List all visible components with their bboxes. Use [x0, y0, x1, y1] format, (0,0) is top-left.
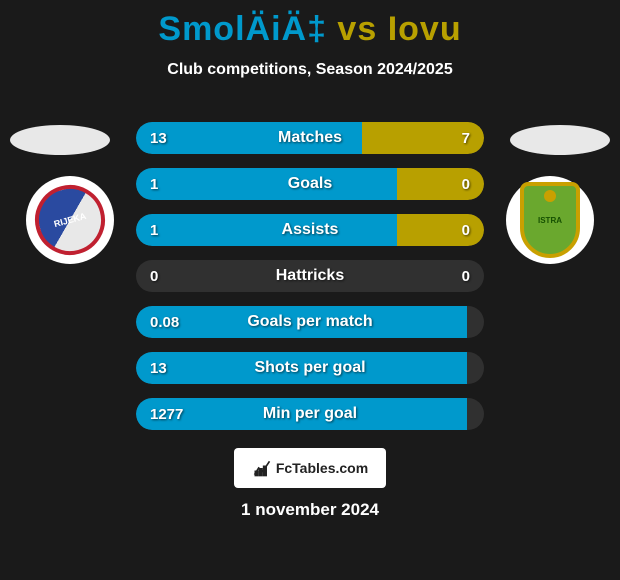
stat-row: 13Shots per goal	[136, 352, 484, 384]
ellipse-right	[510, 125, 610, 155]
stat-row: 10Goals	[136, 168, 484, 200]
stat-row: 10Assists	[136, 214, 484, 246]
crest-player1: RIJEKA	[26, 176, 114, 264]
stats-container: 137Matches 10Goals 10Assists 00Hattricks 0.0…	[136, 122, 484, 444]
stat-row: 0.08Goals per match	[136, 306, 484, 338]
stat-label: Min per goal	[136, 398, 484, 430]
page-title: SmolÄiÄ‡ vs Iovu	[0, 0, 620, 49]
stat-label: Assists	[136, 214, 484, 246]
footer-logo: FcTables.com	[234, 448, 386, 488]
stat-label: Matches	[136, 122, 484, 154]
stat-row: 00Hattricks	[136, 260, 484, 292]
stat-label: Goals	[136, 168, 484, 200]
footer-logo-text: FcTables.com	[276, 460, 368, 476]
stat-row: 1277Min per goal	[136, 398, 484, 430]
stat-label: Hattricks	[136, 260, 484, 292]
crest-player1-badge: RIJEKA	[27, 177, 113, 263]
stat-row: 137Matches	[136, 122, 484, 154]
title-vs: vs	[327, 10, 388, 48]
title-player2: Iovu	[388, 10, 462, 48]
stat-label: Goals per match	[136, 306, 484, 338]
stat-label: Shots per goal	[136, 352, 484, 384]
chart-icon	[252, 458, 272, 478]
crest-player2: ISTRA	[506, 176, 594, 264]
crest-player2-badge: ISTRA	[520, 182, 580, 258]
title-player1: SmolÄiÄ‡	[158, 10, 327, 48]
subtitle: Club competitions, Season 2024/2025	[0, 61, 620, 79]
ellipse-left	[10, 125, 110, 155]
footer-date: 1 november 2024	[241, 500, 379, 520]
